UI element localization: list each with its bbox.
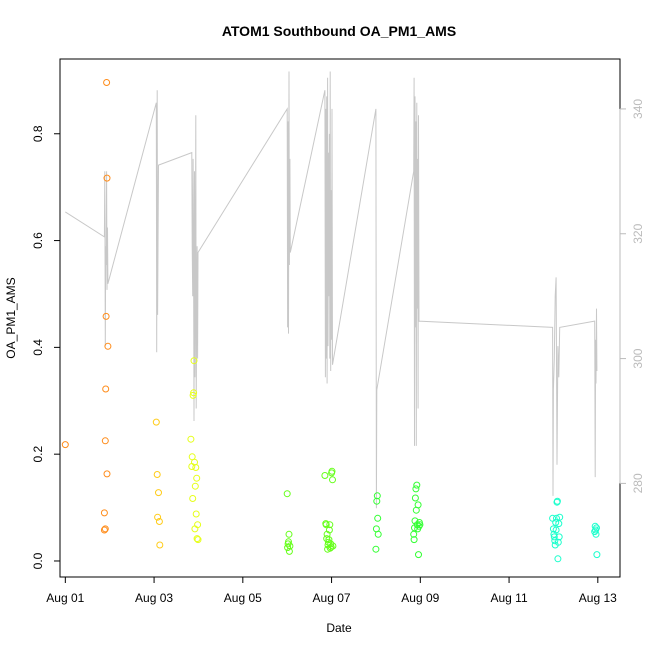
data-point	[153, 471, 161, 478]
data-point	[192, 510, 200, 518]
data-point	[591, 522, 599, 530]
data-point	[550, 533, 558, 541]
y2-tick-label: 280	[631, 473, 645, 493]
x-tick-label: Aug 03	[135, 591, 173, 605]
y2-tick-label: 300	[631, 348, 645, 368]
data-point	[329, 542, 337, 550]
y-axis: 0.0 0.2 0.4 0.6 0.8	[31, 125, 61, 569]
data-point	[329, 476, 336, 484]
data-point	[327, 540, 335, 548]
data-point	[283, 490, 291, 498]
points-layer	[61, 79, 601, 563]
x-tick-label: Aug 11	[490, 591, 527, 605]
data-point	[154, 513, 162, 521]
data-point	[325, 536, 333, 544]
data-point	[156, 541, 164, 549]
data-point	[325, 526, 333, 534]
data-point	[193, 535, 201, 543]
data-point	[413, 481, 421, 489]
data-point	[374, 514, 382, 522]
data-point	[102, 312, 110, 320]
data-point	[285, 538, 292, 546]
data-point	[552, 519, 560, 526]
data-point	[593, 551, 601, 559]
data-point	[414, 501, 422, 509]
data-point	[372, 545, 380, 553]
y-tick-label: 0.0	[31, 552, 45, 569]
data-point	[322, 521, 330, 529]
data-point	[555, 533, 563, 541]
data-point	[328, 467, 336, 475]
data-point	[192, 464, 200, 471]
data-point	[155, 518, 163, 525]
data-point	[327, 543, 335, 551]
data-point	[286, 542, 294, 550]
data-point	[194, 536, 202, 544]
x-tick-label: Aug 13	[579, 591, 617, 605]
data-point	[100, 509, 108, 517]
x-tick-label: Aug 01	[46, 591, 84, 605]
y-tick-label: 0.4	[31, 339, 45, 356]
data-point	[415, 551, 422, 559]
chart-title: ATOM1 Southbound OA_PM1_AMS	[222, 23, 456, 39]
data-point	[555, 520, 563, 528]
data-point	[100, 526, 108, 534]
data-point	[155, 489, 162, 497]
secondary-series-line	[65, 71, 598, 509]
data-point	[152, 418, 160, 426]
data-point	[190, 357, 198, 365]
data-point	[373, 497, 381, 505]
data-point	[103, 174, 111, 182]
secondary-line-layer	[65, 71, 598, 509]
y-axis-label: OA_PM1_AMS	[4, 277, 18, 358]
data-point	[189, 495, 197, 502]
data-point	[326, 521, 334, 529]
data-point	[285, 547, 293, 555]
x-tick-label: Aug 07	[313, 591, 351, 605]
data-point	[61, 441, 69, 449]
y2-tick-label: 340	[631, 99, 645, 119]
data-point	[551, 537, 559, 545]
x-axis: Aug 01 Aug 03 Aug 05 Aug 07 Aug 09 Aug 11 Aug …	[46, 576, 617, 605]
data-point	[411, 494, 419, 502]
data-point	[410, 536, 418, 544]
data-point	[101, 437, 109, 445]
x-tick-label: Aug 09	[401, 591, 439, 605]
data-point	[102, 385, 110, 393]
data-point	[553, 497, 561, 505]
data-point	[412, 485, 420, 493]
data-point	[373, 492, 381, 500]
data-point	[593, 524, 600, 532]
data-point	[554, 555, 562, 563]
data-point	[413, 521, 421, 529]
x-tick-label: Aug 05	[224, 591, 262, 605]
data-point	[321, 472, 329, 479]
data-point	[101, 525, 109, 533]
data-point	[191, 482, 199, 490]
y2-tick-label: 320	[631, 223, 645, 243]
data-point	[187, 435, 195, 443]
secondary-y-axis: 280 300 320 340	[619, 99, 645, 493]
data-point	[285, 530, 293, 538]
data-point	[552, 526, 560, 534]
data-point	[103, 470, 111, 478]
y-tick-label: 0.2	[31, 446, 45, 463]
data-point	[189, 391, 197, 399]
data-point	[103, 79, 111, 86]
x-axis-label: Date	[326, 621, 352, 635]
data-point	[411, 517, 419, 525]
data-point	[194, 521, 202, 529]
data-point	[374, 530, 382, 538]
data-point	[104, 342, 112, 350]
data-point	[416, 521, 424, 529]
data-point	[193, 474, 201, 482]
y-tick-label: 0.6	[31, 232, 45, 249]
data-point	[556, 513, 564, 521]
data-point	[190, 389, 198, 397]
y-tick-label: 0.8	[31, 125, 45, 142]
